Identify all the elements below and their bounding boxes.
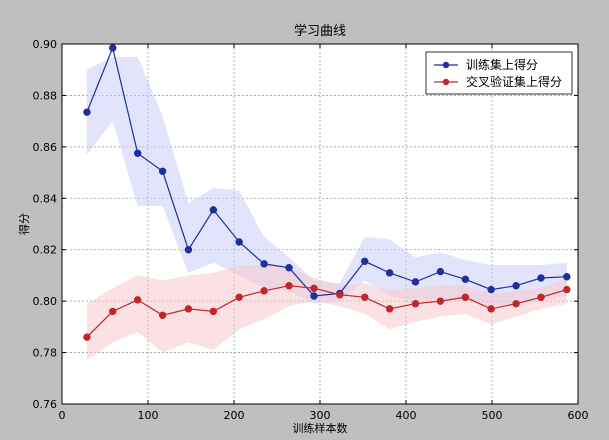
legend-marker-0 [442, 61, 450, 69]
series-0-point [487, 285, 495, 294]
series-1-point [260, 287, 268, 295]
series-0-point [411, 278, 420, 286]
series-lines [86, 45, 567, 338]
axis-ticks: 0 100 200 300 400 500 600 0.76 0.78 0.80 0.82 0.84 0… [33, 38, 589, 422]
series-0-point [133, 149, 142, 157]
legend-label-1: 交叉验证集上得分 [466, 74, 562, 89]
y-tick-label: 0.76 [33, 398, 58, 411]
series-1-point [512, 300, 520, 308]
series-0-point [436, 267, 445, 276]
x-tick-label: 300 [310, 409, 331, 422]
x-tick-label: 0 [59, 409, 66, 422]
series-0-line [86, 45, 567, 297]
y-tick-label: 0.84 [33, 192, 58, 205]
series-1-point [487, 305, 495, 313]
series-0-point [512, 282, 520, 290]
series-0-point [285, 264, 293, 272]
x-tick-label: 600 [568, 409, 589, 422]
series-1-point [235, 293, 243, 301]
series-1-point [184, 305, 193, 313]
series-1-point [336, 291, 344, 299]
series-1-line [86, 285, 567, 338]
y-tick-label: 0.88 [33, 89, 58, 102]
series-1-point [411, 300, 420, 308]
x-tick-label: 500 [482, 409, 503, 422]
series-1-point [158, 311, 167, 319]
series-0-point [184, 246, 193, 254]
series-1-point [563, 285, 571, 294]
x-tick-label: 200 [224, 409, 245, 422]
series-0-point [235, 238, 243, 246]
legend-marker-1 [442, 78, 450, 86]
x-tick-label: 400 [396, 409, 417, 422]
y-tick-label: 0.80 [33, 295, 58, 308]
series-1-band [86, 265, 567, 361]
series-0-point [461, 275, 470, 283]
legend-label-0: 训练集上得分 [466, 57, 538, 72]
series-1-point [310, 284, 318, 292]
series-0-point [537, 274, 545, 282]
series-0-point [158, 167, 167, 175]
series-0-point [260, 260, 268, 268]
series-1-point [461, 293, 470, 301]
series-1-point [109, 307, 117, 316]
series-1-point [83, 333, 91, 341]
series-1-point [385, 305, 394, 313]
series-0-point [563, 273, 571, 281]
legend-box [425, 51, 573, 95]
series-1-point [537, 293, 545, 301]
y-axis-label: 得分 [18, 213, 31, 235]
series-1-point [361, 293, 369, 301]
y-tick-label: 0.90 [33, 38, 58, 51]
series-1-point [209, 307, 218, 316]
series-0-point [209, 206, 218, 214]
series-0-point [109, 44, 117, 52]
series-1-point [285, 282, 293, 290]
series-1-point [436, 297, 445, 305]
y-tick-label: 0.86 [33, 141, 58, 154]
y-tick-label: 0.82 [33, 244, 58, 257]
series-0-point [361, 257, 369, 265]
y-tick-label: 0.78 [33, 347, 58, 360]
chart-title: 学习曲线 [294, 23, 346, 39]
series-0-point [83, 108, 91, 116]
series-points [83, 44, 571, 341]
confidence-bands [86, 56, 567, 361]
series-0-point [310, 292, 318, 300]
series-0-band [86, 56, 567, 307]
series-1-point [133, 296, 142, 304]
series-0-point [385, 269, 394, 277]
x-tick-label: 100 [138, 409, 159, 422]
x-axis-label: 训练样本数 [293, 421, 348, 435]
